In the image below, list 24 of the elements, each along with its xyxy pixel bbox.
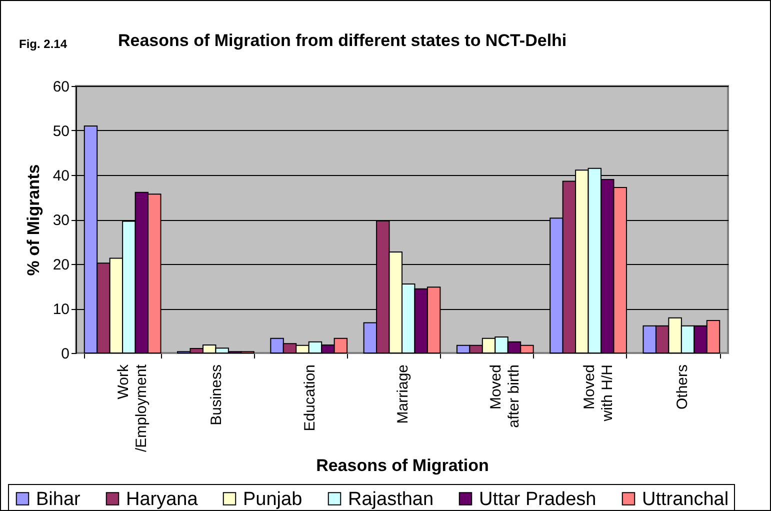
x-tick-label: Marriage xyxy=(394,364,412,424)
y-axis-title: % of Migrants xyxy=(24,164,43,276)
chart-title: Reasons of Migration from different states to NCT-Delhi xyxy=(118,31,567,51)
x-tick-label: Others xyxy=(674,364,691,410)
y-tick-label: 40 xyxy=(52,168,70,184)
y-tick-label: 20 xyxy=(52,256,70,274)
x-tick-label: Moved after birth xyxy=(488,364,523,428)
legend-label: Uttar Pradesh xyxy=(479,488,596,510)
x-tick-label: Moved with H/H xyxy=(580,364,616,422)
legend-label: Haryana xyxy=(126,488,198,510)
y-tick-label: 0 xyxy=(61,346,70,362)
y-tick-label: 30 xyxy=(52,212,70,229)
x-tick-label: Business xyxy=(208,364,226,426)
y-tick-label: 10 xyxy=(52,301,70,318)
legend-label: Rajasthan xyxy=(348,488,434,510)
x-tick-label: Work /Employment xyxy=(115,364,150,452)
legend-label: Bihar xyxy=(36,488,82,510)
y-tick-label: 50 xyxy=(52,123,70,140)
caption: Fig. 2.14 xyxy=(19,37,68,51)
x-axis-title: Reasons of Migration xyxy=(316,456,489,476)
x-tick-label: Education xyxy=(301,364,318,432)
y-tick-label: 60 xyxy=(52,78,70,96)
legend-label: Punjab xyxy=(243,488,302,510)
legend-label: Uttranchal xyxy=(642,488,729,510)
